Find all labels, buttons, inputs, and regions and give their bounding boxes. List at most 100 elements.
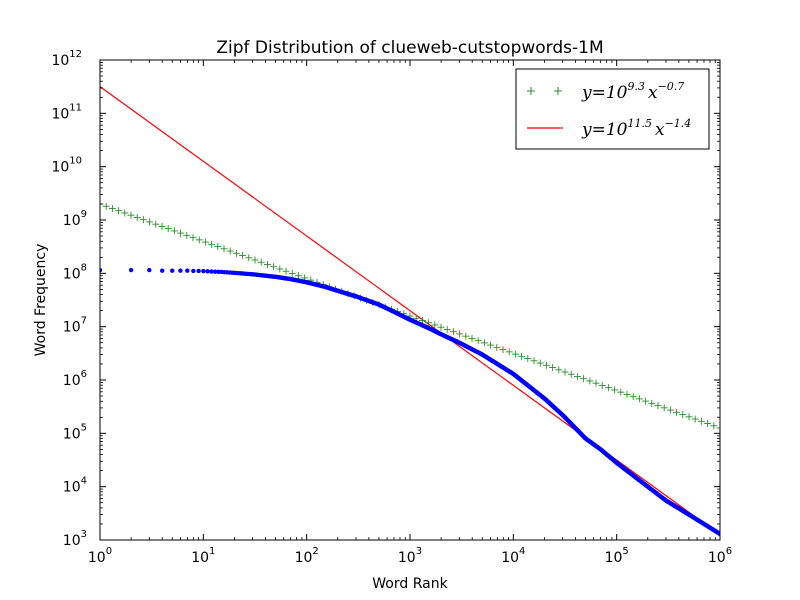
fit-marker-green: [245, 254, 253, 262]
fit-marker-green: [462, 332, 470, 340]
fit-marker-green: [127, 211, 135, 219]
fit-marker-green: [629, 393, 637, 401]
y-tick-label: 1011: [51, 102, 82, 122]
data-points-dense: [281, 275, 720, 537]
y-tick-label: 106: [63, 369, 87, 389]
fit-marker-green: [456, 330, 464, 338]
legend-label-red: y=1011.5 x−1.4: [581, 117, 691, 140]
fit-marker-green: [443, 325, 451, 333]
fit-marker-green: [121, 209, 129, 217]
fit-marker-green: [704, 420, 712, 428]
fit-marker-green: [133, 213, 141, 221]
legend-items: y=109.3 x−0.7 y=1011.5 x−1.4: [527, 80, 691, 140]
fit-marker-green: [294, 272, 302, 280]
fit-marker-green: [474, 337, 482, 345]
fit-marker-green: [195, 236, 203, 244]
fit-marker-green: [592, 379, 600, 387]
fit-marker-green: [518, 352, 526, 360]
fit-marker-green: [425, 319, 433, 327]
fit-marker-green: [530, 357, 538, 365]
fit-marker-green: [598, 381, 606, 389]
legend-box: [515, 68, 710, 150]
data-point: [191, 268, 196, 274]
fit-marker-green: [177, 229, 185, 237]
x-tick-label: 104: [501, 546, 525, 566]
y-tick-label: 107: [63, 316, 87, 336]
fit-marker-green: [542, 361, 550, 369]
fit-marker-green: [623, 390, 631, 398]
x-tick-label: 100: [88, 546, 112, 566]
fit-marker-green: [158, 222, 166, 230]
fit-marker-green: [480, 339, 488, 347]
y-tick-label: 105: [63, 422, 87, 442]
fit-marker-green: [487, 341, 495, 349]
fit-marker-green: [288, 269, 296, 277]
fit-marker-green: [282, 267, 290, 275]
fit-marker-green: [251, 256, 259, 264]
legend: y=109.3 x−0.7 y=1011.5 x−1.4: [515, 68, 710, 150]
fit-marker-green: [257, 258, 265, 266]
y-tick-label: 1012: [51, 49, 82, 69]
fit-marker-green: [648, 399, 656, 407]
fit-marker-green: [102, 202, 110, 210]
fit-marker-green: [270, 263, 278, 271]
fit-marker-green: [505, 348, 513, 356]
fit-marker-green: [567, 370, 575, 378]
y-tick-label: 1010: [51, 156, 82, 176]
fit-marker-green: [115, 207, 123, 215]
fit-marker-green: [710, 422, 718, 430]
fit-marker-green: [208, 240, 216, 248]
fit-marker-green: [673, 408, 681, 416]
fit-marker-green: [232, 249, 240, 257]
fit-marker-green: [549, 364, 557, 372]
fit-line-red: [100, 86, 720, 536]
data-point: [216, 269, 221, 275]
x-axis-label: Word Rank: [372, 576, 448, 592]
fit-marker-green: [437, 323, 445, 331]
fit-marker-green: [580, 375, 588, 383]
fit-marker-green: [642, 397, 650, 405]
fit-marker-green: [573, 372, 581, 380]
fit-marker-green: [511, 350, 519, 358]
data-point: [201, 268, 206, 274]
fit-marker-green: [152, 220, 160, 228]
fit-marker-green: [164, 225, 172, 233]
fit-marker-green: [214, 243, 222, 251]
fit-marker-green: [239, 252, 247, 260]
fit-marker-green: [536, 359, 544, 367]
fit-marker-green: [635, 395, 643, 403]
data-point: [100, 267, 103, 273]
fit-marker-green: [691, 415, 699, 423]
fit-marker-green: [679, 411, 687, 419]
fit-marker-green: [468, 334, 476, 342]
fit-marker-green: [493, 343, 501, 351]
data-point: [185, 268, 190, 273]
fit-marker-green: [586, 377, 594, 385]
fit-marker-green: [108, 204, 116, 212]
plot-area: [100, 86, 720, 537]
fit-marker-green: [226, 247, 234, 255]
x-tick-label: 101: [191, 546, 215, 566]
fit-marker-green: [685, 413, 693, 421]
y-tick-label: 103: [63, 529, 87, 549]
y-axis-label: Word Frequency: [33, 244, 49, 357]
fit-marker-green: [555, 366, 563, 374]
legend-label-green: y=109.3 x−0.7: [581, 80, 684, 103]
fit-marker-green: [654, 402, 662, 410]
data-point: [178, 268, 183, 273]
x-tick-label: 106: [708, 546, 732, 566]
fit-marker-green: [561, 368, 569, 376]
fit-marker-green: [716, 424, 720, 432]
y-tick-label: 108: [63, 262, 87, 282]
y-tick-label: 104: [63, 476, 87, 496]
data-point: [212, 269, 218, 274]
fit-marker-green: [666, 406, 674, 414]
axis-ticks: 100 101 102 103 104 105 106 103 104 105 106 107 108 1…: [51, 49, 732, 566]
data-point: [147, 267, 152, 273]
fit-marker-green: [431, 321, 439, 329]
data-point: [160, 268, 165, 273]
fit-marker-green: [183, 231, 191, 239]
data-point: [196, 268, 201, 274]
